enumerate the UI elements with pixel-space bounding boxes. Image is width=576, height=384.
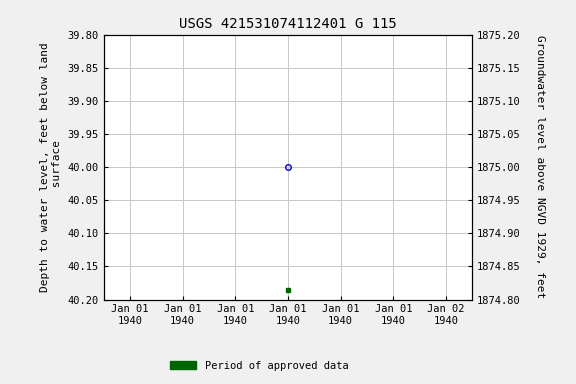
Legend: Period of approved data: Period of approved data	[166, 357, 353, 375]
Y-axis label: Groundwater level above NGVD 1929, feet: Groundwater level above NGVD 1929, feet	[535, 35, 545, 299]
Y-axis label: Depth to water level, feet below land
 surface: Depth to water level, feet below land su…	[40, 42, 62, 292]
Title: USGS 421531074112401 G 115: USGS 421531074112401 G 115	[179, 17, 397, 31]
